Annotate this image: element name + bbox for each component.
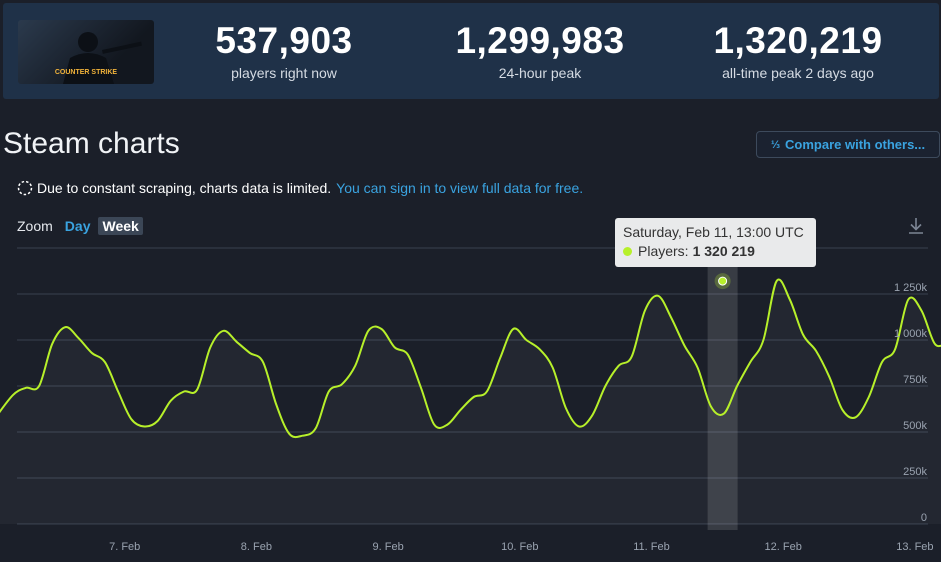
y-tick-label: 1 250k bbox=[894, 282, 928, 294]
soldier-image-icon: COUNTER STRIKE bbox=[55, 32, 142, 84]
y-tick-label: 750k bbox=[903, 374, 927, 386]
players-line-chart[interactable]: 0 250k 500k 750k 1 000k 1 250k 7. Feb 8. Feb 9.… bbox=[0, 240, 941, 562]
chart-area-fill bbox=[0, 279, 941, 524]
sign-in-link[interactable]: You can sign in to view full data for fr… bbox=[336, 180, 584, 196]
dashed-circle-icon bbox=[17, 180, 33, 196]
stats-bar: COUNTER STRIKE 537,903 players right now… bbox=[3, 3, 939, 99]
zoom-week-button[interactable]: Week bbox=[98, 217, 143, 235]
download-icon bbox=[909, 218, 923, 234]
stat-24h-peak: 1,299,983 24-hour peak bbox=[445, 20, 635, 82]
tooltip-label: Players: bbox=[638, 243, 689, 259]
hover-band bbox=[707, 248, 738, 530]
y-tick-label: 0 bbox=[921, 512, 927, 524]
page-title: Steam charts bbox=[3, 127, 180, 160]
chart-gridlines bbox=[17, 247, 928, 525]
stat-value: 537,903 bbox=[215, 20, 353, 61]
zoom-label: Zoom bbox=[17, 218, 53, 234]
compare-button[interactable]: ⅓ Compare with others... bbox=[756, 131, 940, 158]
notice-text: Due to constant scraping, charts data is… bbox=[37, 180, 332, 196]
series-line-players bbox=[0, 278, 941, 439]
x-tick-label: 9. Feb bbox=[373, 541, 404, 553]
compare-label: Compare with others... bbox=[785, 137, 926, 152]
y-tick-label: 1 000k bbox=[894, 328, 928, 340]
y-tick-label: 500k bbox=[903, 420, 927, 432]
chart-line bbox=[0, 278, 941, 439]
zoom-controls: Zoom Day Week bbox=[17, 217, 143, 235]
download-button[interactable] bbox=[906, 216, 926, 241]
stat-label: players right now bbox=[231, 65, 337, 81]
hover-marker bbox=[714, 273, 731, 290]
banner-logo-text: COUNTER STRIKE bbox=[55, 69, 118, 76]
fraction-icon: ⅓ bbox=[770, 138, 781, 151]
data-limit-notice: Due to constant scraping, charts data is… bbox=[17, 180, 583, 196]
marker-point bbox=[718, 276, 728, 286]
y-axis-labels: 0 250k 500k 750k 1 000k 1 250k bbox=[894, 282, 928, 524]
x-tick-label: 8. Feb bbox=[241, 541, 272, 553]
y-tick-label: 250k bbox=[903, 466, 927, 478]
tooltip-value: 1 320 219 bbox=[692, 243, 755, 259]
stat-label: 24-hour peak bbox=[498, 65, 582, 81]
x-axis-labels: 7. Feb 8. Feb 9. Feb 10. Feb 11. Feb 12. Feb 1… bbox=[109, 541, 933, 553]
tooltip-date: Saturday, Feb 11, 13:00 UTC bbox=[623, 224, 804, 240]
stat-all-time-peak: 1,320,219 all-time peak 2 days ago bbox=[703, 20, 893, 82]
zoom-day-button[interactable]: Day bbox=[64, 218, 91, 234]
stat-value: 1,320,219 bbox=[713, 20, 883, 61]
stat-value: 1,299,983 bbox=[455, 20, 625, 61]
series-dot-icon bbox=[623, 246, 632, 256]
stat-label: all-time peak 2 days ago bbox=[722, 65, 874, 81]
x-tick-label: 10. Feb bbox=[501, 541, 538, 553]
area-path bbox=[0, 279, 941, 524]
x-tick-label: 11. Feb bbox=[633, 541, 670, 553]
x-tick-label: 12. Feb bbox=[765, 541, 802, 553]
hover-band-rect bbox=[707, 248, 738, 530]
game-banner[interactable]: COUNTER STRIKE bbox=[18, 20, 154, 84]
stat-current-players: 537,903 players right now bbox=[209, 20, 359, 82]
chart-tooltip: Saturday, Feb 11, 13:00 UTC Players: 1 3… bbox=[615, 218, 816, 267]
x-tick-label: 13. Feb bbox=[896, 541, 933, 553]
x-tick-label: 7. Feb bbox=[109, 541, 140, 553]
